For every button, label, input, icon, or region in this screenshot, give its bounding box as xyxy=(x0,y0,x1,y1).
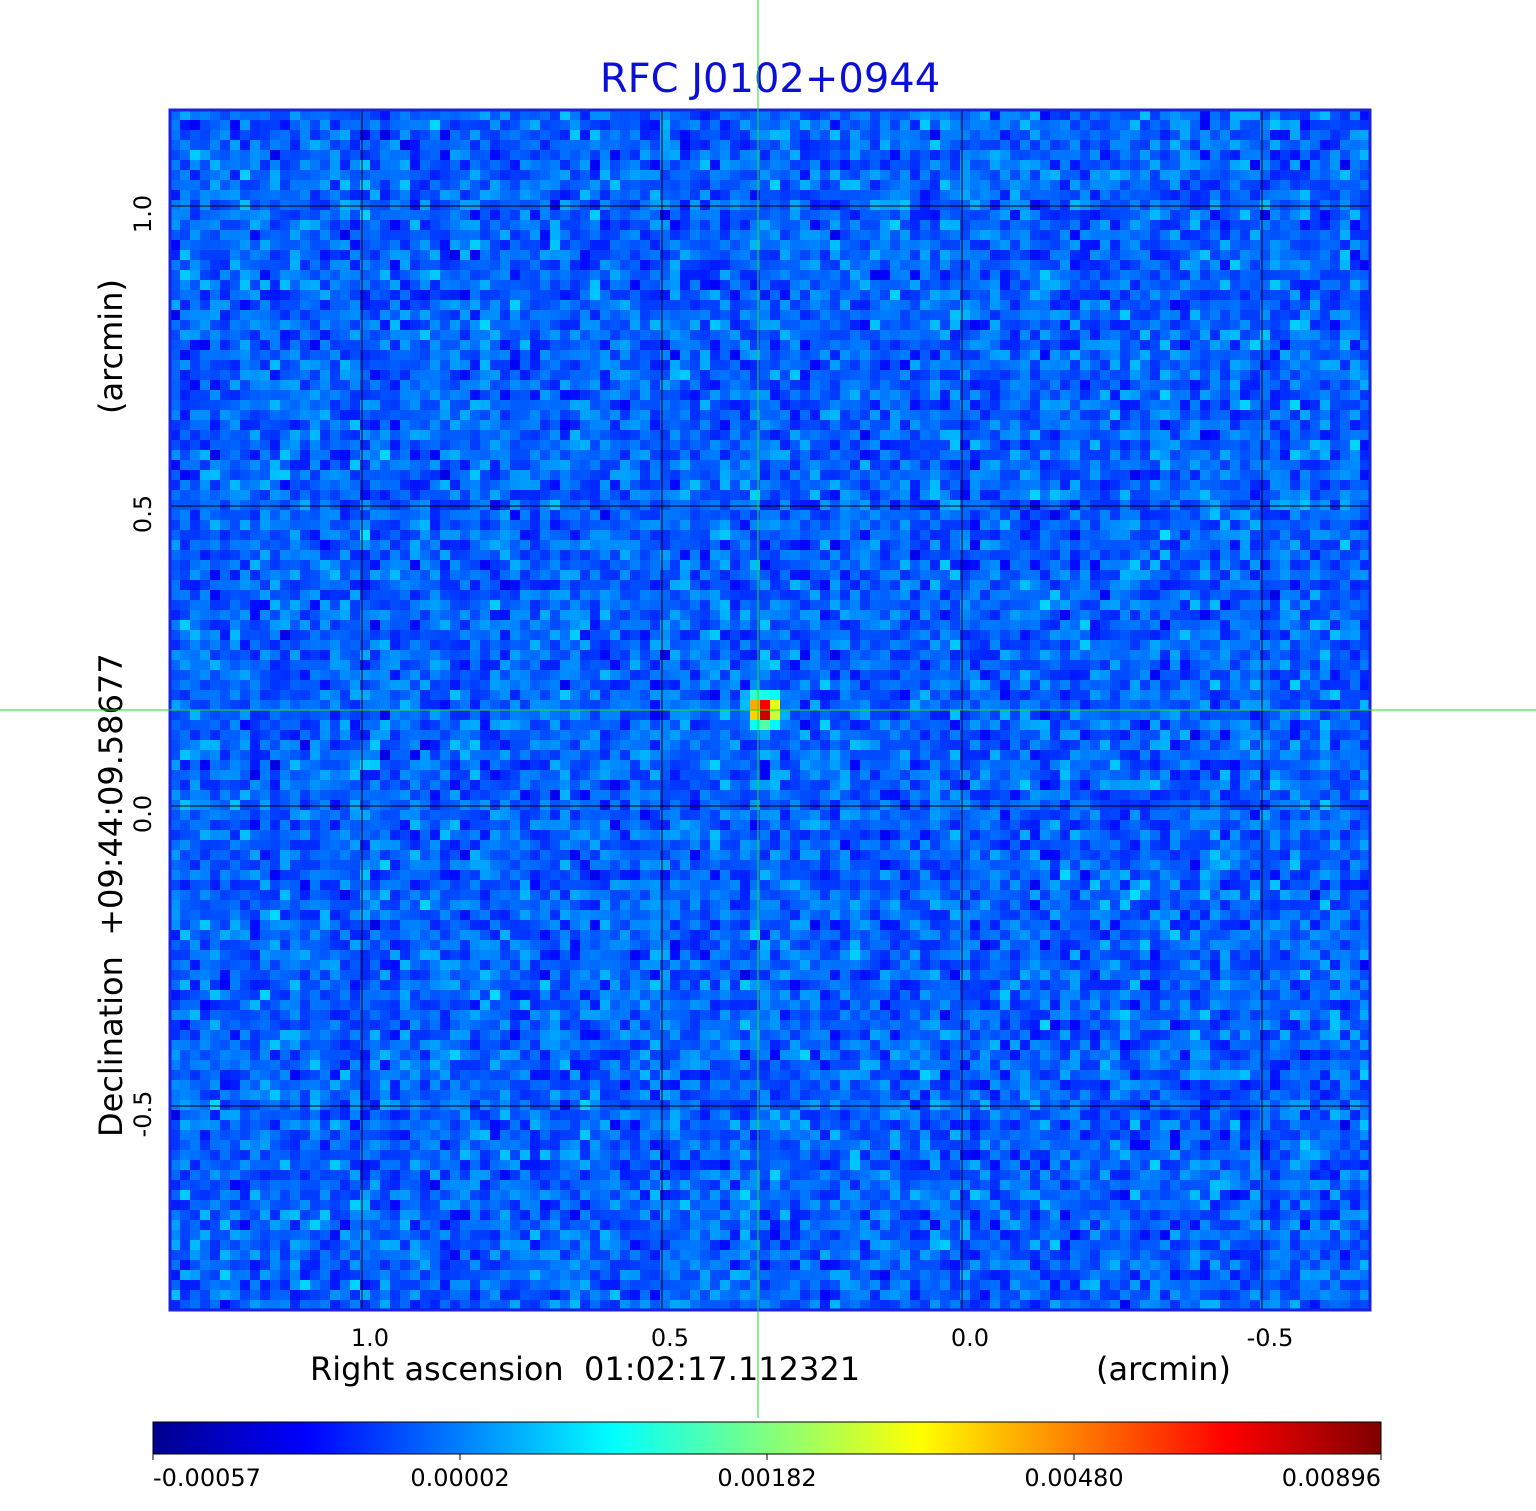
y-axis-unit: (arcmin) xyxy=(92,279,130,414)
colorbar-tick-label: 0.00896 xyxy=(1282,1464,1381,1492)
colorbar-tick-label: 0.00182 xyxy=(717,1464,816,1492)
x-tick-label: 0.0 xyxy=(951,1324,989,1352)
colorbar xyxy=(153,1422,1381,1454)
x-tick-label: 1.0 xyxy=(351,1324,389,1352)
x-tick-labels: 1.0 0.5 0.0 -0.5 xyxy=(351,1324,1294,1352)
y-tick-label: 0.0 xyxy=(129,795,157,833)
y-tick-labels: 1.0 0.5 0.0 -0.5 xyxy=(129,195,157,1138)
y-axis-label: Declination +09:44:09.58677 xyxy=(92,653,130,1137)
y-tick-label: 0.5 xyxy=(129,495,157,533)
y-tick-label: 1.0 xyxy=(129,195,157,233)
y-tick-label: -0.5 xyxy=(129,1091,157,1138)
colorbar-tick-label: -0.00057 xyxy=(153,1464,261,1492)
chart-title: RFC J0102+0944 xyxy=(600,56,940,102)
colorbar-tick-label: 0.00002 xyxy=(410,1464,509,1492)
colorbar-tick-label: 0.00480 xyxy=(1024,1464,1123,1492)
x-axis-unit: (arcmin) xyxy=(1096,1350,1231,1388)
colorbar-tick-labels: -0.00057 0.00002 0.00182 0.00480 0.00896 xyxy=(153,1454,1381,1492)
x-tick-label: 0.5 xyxy=(651,1324,689,1352)
x-tick-label: -0.5 xyxy=(1247,1324,1294,1352)
x-axis-label: Right ascension 01:02:17.112321 xyxy=(310,1350,860,1388)
